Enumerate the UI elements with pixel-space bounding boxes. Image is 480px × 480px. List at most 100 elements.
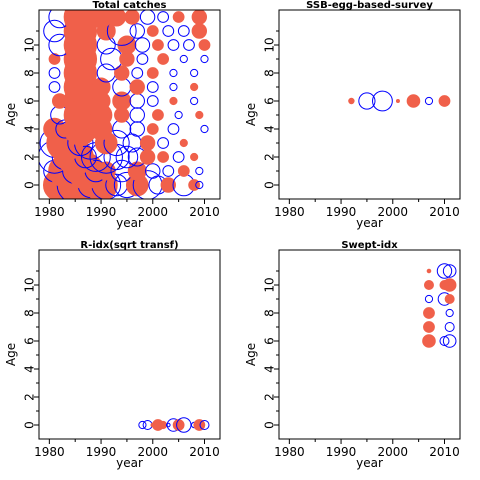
x-tick-label: 2000 <box>377 205 408 219</box>
bubble-positive <box>136 53 149 65</box>
x-tick-label: 1990 <box>86 445 117 459</box>
panel-1: Total catches 1980 1990 2000 2010 0 2 4 6 8 10 year… <box>4 0 221 230</box>
bubble-positive <box>445 308 454 318</box>
y-tick-label: 2 <box>263 153 277 161</box>
plot-frame <box>38 249 221 440</box>
bubble-positive <box>167 39 180 51</box>
bubble-positive <box>48 81 61 93</box>
bubble-positive <box>162 165 175 177</box>
y-tick-label: 2 <box>23 153 37 161</box>
bubble-negative <box>139 149 156 165</box>
bubble-negative <box>129 79 145 95</box>
y-tick-label: 0 <box>23 421 37 429</box>
bubble-negative <box>107 10 127 27</box>
bubble-positive <box>134 37 151 53</box>
panel-title: SSB-egg-based-survey <box>306 0 433 11</box>
plot-frame <box>278 9 461 200</box>
y-axis-label: Age <box>4 103 18 126</box>
y-tick-label: 10 <box>23 37 37 52</box>
y-tick-label: 8 <box>263 309 277 317</box>
bubble-positive <box>129 23 145 39</box>
bubble-positive <box>183 39 195 51</box>
bubble-positive <box>372 90 393 112</box>
bubble-positive <box>177 25 190 37</box>
bubble-positive <box>115 145 139 169</box>
y-axis-label: Age <box>244 103 258 126</box>
bubble-positive <box>157 137 170 149</box>
bubble-negative <box>348 97 355 105</box>
bubble-positive <box>179 54 188 64</box>
y-tick-label: 0 <box>263 181 277 189</box>
bubble-positive <box>442 334 457 348</box>
bubble-negative <box>190 82 199 92</box>
bubble-positive <box>146 81 159 93</box>
bubbles <box>39 10 211 199</box>
bubble-negative <box>124 10 140 25</box>
bubble-positive <box>157 11 170 23</box>
x-tick-label: 2000 <box>137 205 168 219</box>
bubble-positive <box>131 67 144 79</box>
x-tick-label: 1980 <box>274 445 305 459</box>
bubble-positive <box>200 54 209 64</box>
y-tick-label: 8 <box>263 69 277 77</box>
bubble-negative <box>146 25 159 37</box>
bubbles <box>348 90 451 112</box>
bubble-positive <box>195 180 204 190</box>
bubble-positive <box>43 19 66 43</box>
y-tick-label: 10 <box>263 277 277 292</box>
bubble-positive <box>190 68 199 78</box>
bubble-negative <box>444 294 455 304</box>
y-tick-label: 6 <box>23 337 37 345</box>
bubble-positive <box>358 92 376 110</box>
bubble-positive <box>129 107 145 123</box>
bubble-negative <box>127 161 147 181</box>
bubble-negative <box>195 110 204 120</box>
bubble-negative <box>169 96 178 106</box>
bubble-positive <box>129 93 145 109</box>
bubbles <box>138 417 210 433</box>
panel-title: Swept-idx <box>341 240 398 251</box>
y-axis-label: Age <box>4 343 18 366</box>
bubble-negative <box>179 138 188 148</box>
bubble-positive <box>138 420 147 430</box>
bubble-positive <box>100 47 123 71</box>
bubble-negative <box>157 53 170 65</box>
bubble-positive <box>172 151 185 163</box>
bubble-negative <box>190 152 199 162</box>
bubble-negative <box>423 307 435 319</box>
y-tick-label: 4 <box>263 125 277 133</box>
bubble-negative <box>406 94 421 108</box>
bubble-negative <box>157 151 170 163</box>
bubble-negative <box>395 99 400 103</box>
panel-4: Swept-idx 1980 1990 2000 2010 0 2 4 6 8 10 year Age <box>244 240 461 470</box>
bubble-negative <box>48 53 61 65</box>
bubble-negative <box>146 67 159 79</box>
bubble-positive <box>195 166 204 176</box>
bubble-positive <box>129 121 145 137</box>
x-tick-label: 2000 <box>377 445 408 459</box>
bubble-negative <box>159 420 168 430</box>
bubble-negative <box>172 11 185 23</box>
x-tick-label: 1990 <box>326 445 357 459</box>
bubble-negative <box>172 419 185 431</box>
bubble-negative <box>146 123 159 135</box>
x-tick-label: 1980 <box>34 445 65 459</box>
panel-2: SSB-egg-based-survey 1980 1990 2000 2010 0 2 4 6… <box>244 0 461 230</box>
bubble-negative <box>422 334 436 348</box>
bubble-positive <box>169 82 178 92</box>
bubble-positive <box>103 129 130 157</box>
y-tick-label: 4 <box>23 125 37 133</box>
bubble-positive <box>145 163 161 179</box>
y-tick-label: 8 <box>23 69 37 77</box>
y-tick-label: 0 <box>23 181 37 189</box>
bubble-positive <box>167 123 180 135</box>
bubble-negative <box>114 65 130 81</box>
x-axis-label: year <box>116 216 143 230</box>
y-tick-label: 2 <box>23 393 37 401</box>
y-tick-label: 4 <box>23 365 37 373</box>
panel-title: Total catches <box>92 0 166 11</box>
bubble-negative <box>442 278 457 292</box>
bubble-negative <box>423 280 434 290</box>
x-axis-label: year <box>356 456 383 470</box>
